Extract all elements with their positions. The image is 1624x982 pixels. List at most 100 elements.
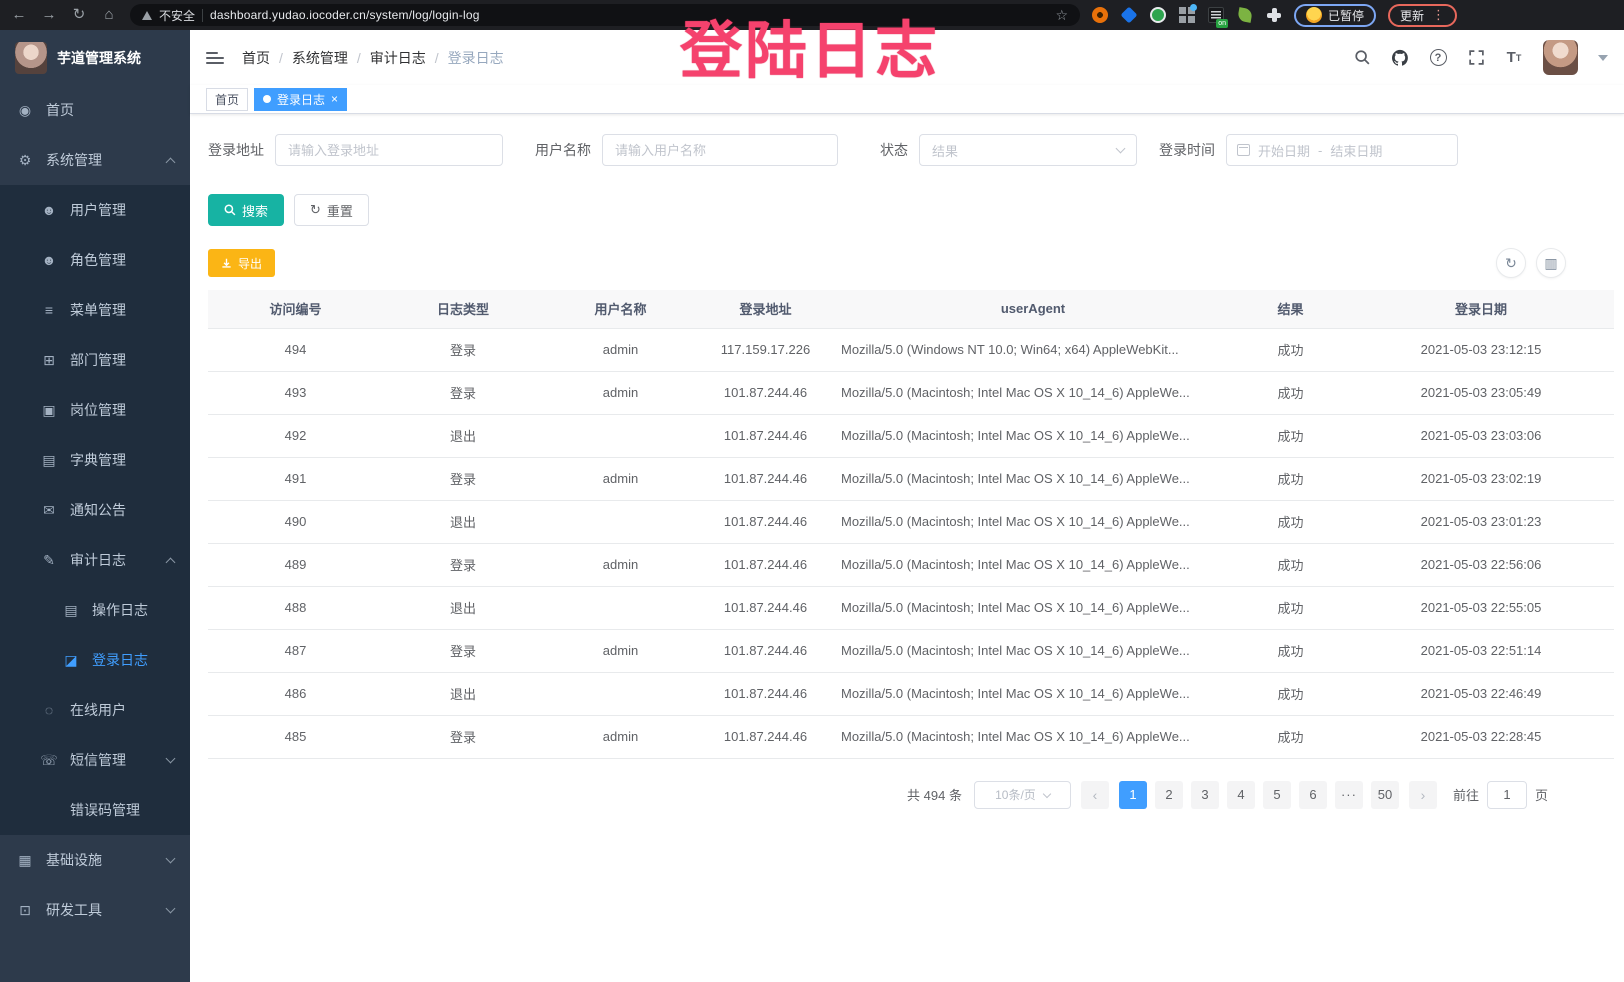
breadcrumb-separator: / — [434, 49, 439, 66]
table-cell: Mozilla/5.0 (Macintosh; Intel Mac OS X 1… — [833, 371, 1233, 415]
sidebar-item-error-code-management[interactable]: 错误码管理 — [0, 785, 190, 835]
browser-home-icon[interactable]: ⌂ — [104, 6, 114, 23]
pagination-pages: 1 2 3 4 5 6 ··· 50 — [1118, 780, 1399, 809]
sidebar-item-role-management[interactable]: ☻ 角色管理 — [0, 235, 190, 285]
tags-view-item[interactable]: 首页 — [206, 87, 249, 111]
login-address-input[interactable] — [275, 134, 503, 166]
blue-gem-extension-icon[interactable] — [1120, 6, 1138, 24]
sidebar-item-label: 在线用户 — [70, 702, 126, 718]
profile-paused-badge[interactable]: 已暂停 — [1294, 3, 1377, 27]
sidebar-item-post-management[interactable]: ▣ 岗位管理 — [0, 385, 190, 435]
bookmark-star-icon[interactable]: ☆ — [1055, 6, 1068, 23]
sidebar-item-operation-log[interactable]: ▤ 操作日志 — [0, 585, 190, 635]
breadcrumb-item[interactable]: 首页 — [242, 49, 270, 66]
browser-update-button[interactable]: 更新 ⋮ — [1388, 3, 1458, 27]
user-menu-caret-icon[interactable] — [1598, 54, 1608, 61]
table-cell: 2021-05-03 23:12:15 — [1348, 328, 1614, 372]
pagination-page-50[interactable]: 50 — [1370, 780, 1399, 809]
breadcrumb-item[interactable]: 审计日志 — [369, 49, 426, 66]
login-time-range-picker[interactable]: 开始日期 - 结束日期 — [1226, 134, 1458, 166]
refresh-button[interactable]: ↻ — [1496, 248, 1526, 278]
browser-reload-icon[interactable]: ↻ — [72, 6, 86, 23]
browser-forward-icon[interactable]: → — [41, 6, 57, 23]
table-cell: 101.87.244.46 — [698, 586, 833, 630]
table-row: 493 登录 admin 101.87.244.46 Mozilla/5.0 (Maci… — [208, 371, 1614, 415]
github-icon[interactable] — [1391, 49, 1409, 67]
tags-view-item[interactable]: 登录日志 × — [254, 87, 348, 111]
table-row: 494 登录 admin 117.159.17.226 Mozilla/5.0 (Win… — [208, 328, 1614, 372]
table-cell: 2021-05-03 22:55:05 — [1348, 586, 1614, 630]
pagination-more[interactable]: ··· — [1334, 780, 1363, 809]
logo-image — [15, 41, 47, 74]
table-cell: 101.87.244.46 — [698, 715, 833, 759]
tag-close-icon[interactable]: × — [331, 92, 339, 106]
search-icon[interactable] — [1353, 49, 1371, 67]
table-cell: 101.87.244.46 — [698, 629, 833, 673]
orange-extension-icon[interactable] — [1092, 7, 1108, 23]
help-icon[interactable]: ? — [1429, 49, 1447, 67]
sidebar-item-home[interactable]: ◉ 首页 — [0, 85, 190, 135]
sidebar-item-audit-log[interactable]: ✎ 审计日志 — [0, 535, 190, 585]
status-select[interactable]: 结果 — [919, 134, 1137, 166]
table-cell: 成功 — [1233, 500, 1348, 544]
chevron-down-icon — [1042, 789, 1052, 798]
page-size-value: 10条/页 — [995, 788, 1036, 802]
browser-chrome: ← → ↻ ⌂ 不安全 dashboard.yudao.iocoder.cn/s… — [0, 0, 1624, 30]
pagination-prev-button[interactable]: ‹ — [1080, 780, 1109, 809]
grid-extension-icon[interactable] — [1179, 4, 1197, 23]
pagination-next-button[interactable]: › — [1408, 780, 1437, 809]
pagination-goto: 前往 页 — [1453, 780, 1548, 809]
tag-label: 首页 — [215, 92, 240, 107]
login-log-icon: ◪ — [64, 651, 78, 668]
pagination-page-1[interactable]: 1 — [1118, 780, 1147, 809]
app-logo[interactable]: 芋道管理系统 — [0, 30, 190, 85]
search-button[interactable]: 搜索 — [208, 194, 285, 226]
fullscreen-icon[interactable] — [1467, 49, 1485, 67]
table-cell: 101.87.244.46 — [698, 371, 833, 415]
puzzle-extension-icon[interactable] — [1266, 7, 1282, 23]
table-cell: 487 — [208, 629, 383, 673]
export-button[interactable]: 导出 — [208, 249, 276, 277]
sidebar-item-sms-management[interactable]: ☏ 短信管理 — [0, 735, 190, 785]
sidebar-item-login-log[interactable]: ◪ 登录日志 — [0, 635, 190, 685]
announcement-icon: ✉ — [43, 501, 55, 518]
sidebar-item-infrastructure[interactable]: ▦ 基础设施 — [0, 835, 190, 885]
sidebar-item-notice-announcement[interactable]: ✉ 通知公告 — [0, 485, 190, 535]
sidebar-item-menu-management[interactable]: ≡ 菜单管理 — [0, 285, 190, 335]
calendar-icon — [1237, 144, 1250, 156]
breadcrumb-separator: / — [279, 49, 283, 66]
sidebar-item-system-management[interactable]: ⚙ 系统管理 — [0, 135, 190, 185]
browser-url-bar[interactable]: 不安全 dashboard.yudao.iocoder.cn/system/lo… — [130, 4, 1080, 26]
table-cell: 成功 — [1233, 414, 1348, 458]
sidebar-toggle-icon[interactable] — [206, 49, 226, 67]
table-cell: Mozilla/5.0 (Macintosh; Intel Mac OS X 1… — [833, 457, 1233, 501]
sidebar-item-user-management[interactable]: ☻ 用户管理 — [0, 185, 190, 235]
pagination-page-6[interactable]: 6 — [1298, 780, 1327, 809]
browser-back-icon[interactable]: ← — [11, 6, 27, 23]
sidebar-item-dict-management[interactable]: ▤ 字典管理 — [0, 435, 190, 485]
browser-menu-dots-icon[interactable]: ⋮ — [1432, 7, 1446, 22]
pagination-page-4[interactable]: 4 — [1226, 780, 1255, 809]
search-button-label: 搜索 — [242, 203, 269, 219]
sidebar-item-online-users[interactable]: ◌ 在线用户 — [0, 685, 190, 735]
pagination-page-3[interactable]: 3 — [1190, 780, 1219, 809]
url-text: dashboard.yudao.iocoder.cn/system/log/lo… — [210, 8, 480, 22]
pagination-page-5[interactable]: 5 — [1262, 780, 1291, 809]
goto-page-input[interactable] — [1486, 780, 1527, 809]
sidebar-item-dept-management[interactable]: ⊞ 部门管理 — [0, 335, 190, 385]
page-size-select[interactable]: 10条/页 — [973, 780, 1071, 809]
green-extension-icon[interactable] — [1150, 7, 1166, 23]
table-cell: 101.87.244.46 — [698, 672, 833, 716]
column-settings-button[interactable]: ▥ — [1536, 248, 1566, 278]
pagination-page-2[interactable]: 2 — [1154, 780, 1183, 809]
leaf-extension-icon[interactable] — [1237, 7, 1253, 23]
username-input[interactable] — [602, 134, 838, 166]
tabs-list-extension-icon[interactable]: on — [1208, 7, 1228, 28]
breadcrumb: 首页 / 系统管理 / 审计日志 / 登录日志 — [242, 48, 504, 68]
sidebar-item-dev-tools[interactable]: ⊡ 研发工具 — [0, 885, 190, 935]
breadcrumb-item[interactable]: 系统管理 — [291, 49, 348, 66]
reset-button[interactable]: ↻ 重置 — [294, 194, 369, 226]
user-avatar[interactable] — [1543, 40, 1578, 75]
